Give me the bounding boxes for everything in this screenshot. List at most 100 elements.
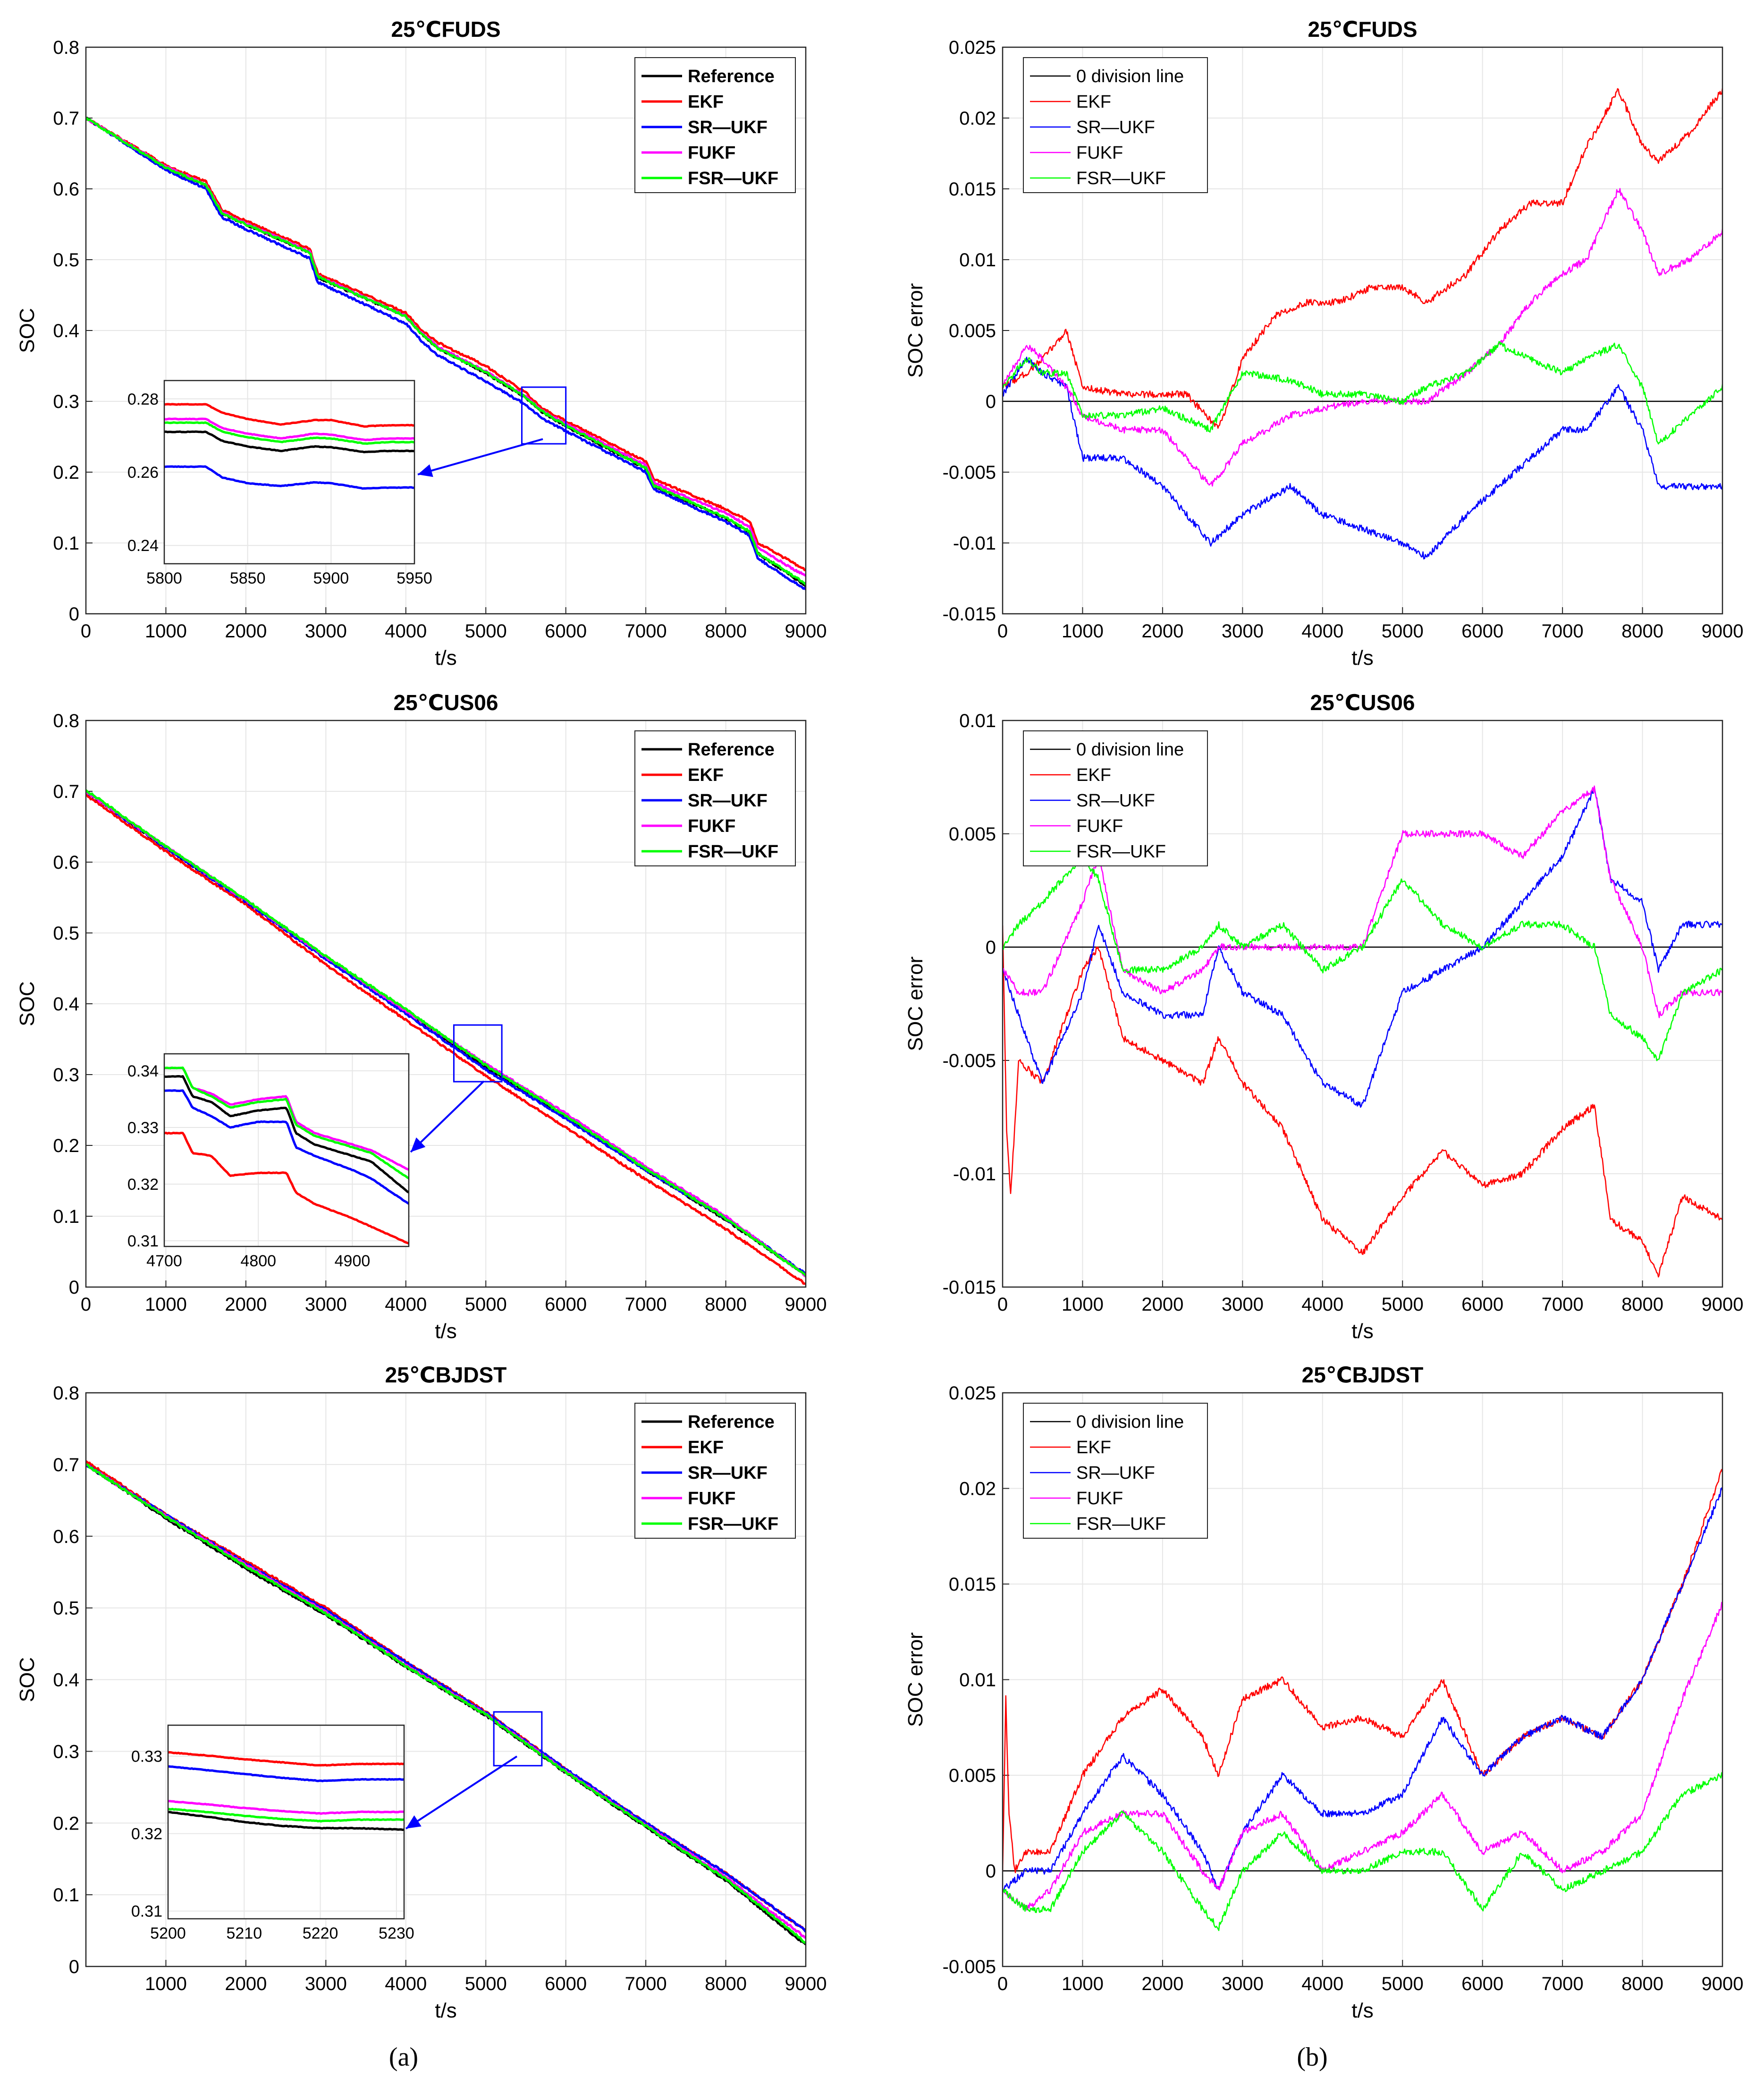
y-tick-label: 0.6 [53, 179, 79, 200]
x-tick-label: 3000 [305, 1294, 347, 1315]
x-tick-label: 7000 [625, 621, 667, 642]
x-tick-label: 4000 [385, 621, 427, 642]
x-tick-label: 5000 [465, 1974, 507, 1994]
zoom-box [453, 1024, 503, 1083]
y-tick-label: 0.5 [53, 250, 79, 271]
inset-series-line-reference [168, 1811, 404, 1831]
x-tick-label: 6000 [545, 621, 587, 642]
x-tick-label: 5000 [465, 1294, 507, 1315]
chart-us06-soc: 0 1000 2000 3000 4000 5000 6000 7000 8000 9000 0 0.… [16, 690, 827, 1343]
x-axis-label: t/s [1351, 1999, 1373, 2022]
chart-title: 25℃BJDST [385, 1363, 507, 1387]
series-line-fsr-ukf [86, 117, 806, 586]
y-tick-label: 0.3 [53, 1741, 79, 1762]
y-axis-label: SOC error [904, 957, 927, 1051]
series-group [86, 117, 806, 591]
inset-series-line-fsr-ukf [164, 421, 414, 445]
inset-chart: 5800 5850 5900 5950 0.24 0.26 0.28 [127, 380, 432, 587]
legend-box [1023, 1403, 1208, 1539]
series-line-sr-ukf [1003, 356, 1722, 559]
y-tick-label: 0 [69, 604, 79, 625]
chart-title: 25℃FUDS [1308, 17, 1417, 42]
x-tick-label: 7000 [1542, 1974, 1584, 1994]
y-tick-label: 0.1 [53, 533, 79, 554]
series-group [1003, 785, 1722, 1278]
y-tick-label: 0 [69, 1277, 79, 1298]
y-tick-label: -0.01 [953, 533, 996, 554]
zoom-arrow-head [418, 464, 433, 477]
inset-series-line-fukf [168, 1800, 404, 1815]
chart-title: 25℃FUDS [391, 17, 500, 42]
inset-series-line-ekf [164, 1131, 409, 1245]
y-tick-label: 0.6 [53, 1526, 79, 1547]
legend-entry: SR—UKF [1076, 118, 1155, 137]
chart-bjdst-err: 0 1000 2000 3000 4000 5000 6000 7000 8000 9000 -0.… [904, 1363, 1743, 2022]
y-tick-label: 0 [986, 1861, 996, 1882]
series-group [1003, 88, 1722, 559]
legend-entry: EKF [1076, 765, 1111, 785]
y-tick-label: -0.015 [943, 604, 996, 625]
legend: Reference EKF SR—UKF FUKF FSR—UKF [634, 1403, 796, 1539]
axes-frame [1002, 1392, 1723, 1967]
inset-y-tick-label: 0.34 [127, 1062, 159, 1080]
y-tick-label: 0.4 [53, 1670, 79, 1691]
x-axis-label: t/s [435, 1320, 456, 1343]
y-axis-label: SOC [16, 1657, 39, 1702]
x-tick-label: 3000 [1222, 621, 1264, 642]
inset-y-tick-label: 0.32 [127, 1176, 159, 1194]
y-tick-label: 0.2 [53, 1135, 79, 1156]
x-tick-label: 9000 [785, 621, 827, 642]
legend-entry: Reference [688, 740, 775, 760]
y-tick-label: 0 [986, 937, 996, 958]
x-tick-label: 1000 [145, 1294, 187, 1315]
chart-title: 25℃US06 [394, 690, 498, 715]
inset-series-line-fukf [164, 1067, 409, 1171]
x-tick-label: 5000 [465, 621, 507, 642]
y-tick-label: 0.02 [959, 1479, 996, 1500]
inset-y-tick-label: 0.26 [127, 464, 159, 482]
inset-plot-area [168, 1725, 404, 1919]
x-tick-label: 2000 [1141, 1974, 1183, 1994]
x-tick-label: 8000 [1621, 621, 1663, 642]
x-axis-label: t/s [435, 1999, 456, 2022]
inset-x-tick-label: 5220 [303, 1924, 338, 1942]
y-tick-label: 0.01 [959, 250, 996, 271]
zoom-arrow [417, 438, 543, 475]
legend-entry: EKF [1076, 1438, 1111, 1457]
x-axis-label: t/s [1351, 1320, 1373, 1343]
legend-entry: FSR—UKF [1076, 169, 1166, 188]
legend: 0 division line EKF SR—UKF FUKF FSR—UKF [1023, 730, 1208, 866]
legend-entry: EKF [688, 92, 724, 112]
y-tick-label: -0.015 [943, 1277, 996, 1298]
y-tick-label: 0 [986, 391, 996, 412]
x-tick-label: 5000 [1382, 1974, 1424, 1994]
inset-y-tick-label: 0.33 [127, 1119, 159, 1137]
legend-entry: SR—UKF [1076, 791, 1155, 811]
y-tick-label: 0.8 [53, 711, 79, 731]
x-tick-label: 1000 [145, 1974, 187, 1994]
legend-entry: FUKF [1076, 1489, 1123, 1508]
axes-frame [85, 46, 807, 615]
panel-label-b: (b) [1297, 2042, 1327, 2072]
x-tick-label: 8000 [705, 1974, 747, 1994]
inset-x-tick-label: 5200 [150, 1924, 186, 1942]
legend-entry: EKF [688, 1438, 724, 1457]
x-tick-label: 9000 [1702, 1294, 1744, 1315]
axes-frame [85, 720, 807, 1288]
y-tick-label: 0.02 [959, 108, 996, 129]
zoom-arrow [410, 1080, 485, 1153]
x-axis-label: t/s [1351, 646, 1373, 669]
inset-chart: 4700 4800 4900 0.31 0.32 0.33 0.34 [127, 1053, 410, 1270]
inset-series-line-sr-ukf [168, 1765, 404, 1782]
legend-box [1023, 730, 1208, 866]
x-tick-label: 0 [81, 1294, 91, 1315]
x-tick-label: 6000 [1461, 1294, 1503, 1315]
legend-entry: Reference [688, 1412, 775, 1432]
y-axis-label: SOC [16, 981, 39, 1026]
inset-y-tick-label: 0.31 [131, 1903, 162, 1921]
axes-frame [85, 1392, 807, 1967]
y-tick-label: 0.005 [949, 1765, 996, 1786]
inset-series-line-fukf [164, 417, 414, 441]
x-tick-label: 0 [997, 621, 1008, 642]
